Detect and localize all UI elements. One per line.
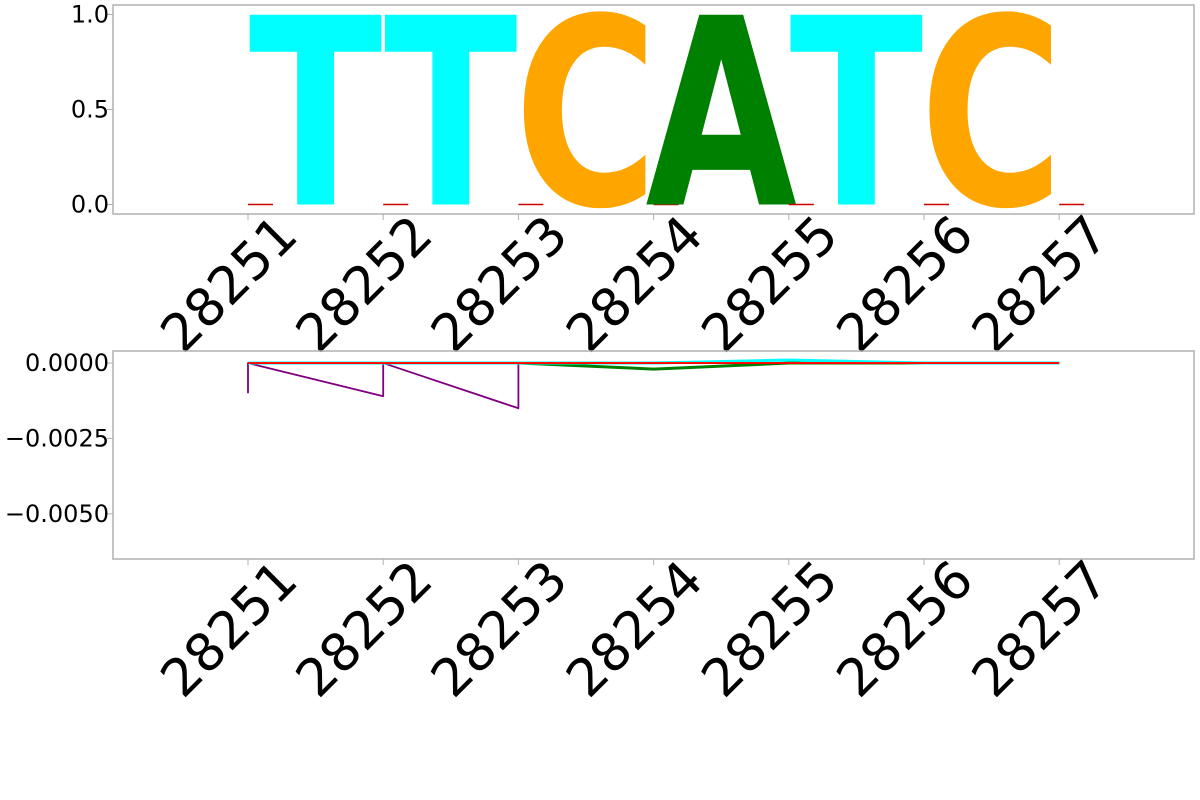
logo-ytick-label: 0.0: [71, 191, 109, 219]
line-xtick-label: 28257: [961, 550, 1120, 709]
logo-xtick-label: 28251: [150, 205, 309, 364]
line-y-axis: 0.0000 −0.0025 −0.0050: [5, 349, 113, 528]
logo-letter-t: T: [249, 0, 383, 267]
logo-y-axis: 0.0 0.5 1.0: [71, 1, 113, 219]
line-plot-frame: [112, 350, 1195, 560]
line-series-group: [247, 358, 1060, 410]
logo-ytick-label: 1.0: [71, 1, 109, 29]
logo-letter-t: T: [790, 0, 924, 267]
line-chart-panel: 0.0000−0.0025−0.0050 2825128252282532825…: [5, 349, 1195, 709]
line-xtick-label: 28254: [555, 550, 714, 709]
logo-letter-c: C: [514, 0, 658, 267]
logo-ytick-label: 0.5: [71, 96, 109, 124]
line-ytick-label: −0.0050: [5, 500, 109, 528]
line-xtick-label: 28255: [691, 550, 850, 709]
logo-letter-c: C: [920, 0, 1064, 267]
logo-letter-t: T: [384, 0, 518, 267]
line-ytick-label: 0.0000: [25, 349, 109, 377]
logo-letter-a: A: [645, 0, 797, 267]
line-xtick-label: 28253: [420, 550, 579, 709]
line-xtick-label: 28251: [150, 550, 309, 709]
line-ytick-label: −0.0025: [5, 424, 109, 452]
line-xtick-label: 28256: [826, 550, 985, 709]
line-xtick-label: 28252: [285, 550, 444, 709]
